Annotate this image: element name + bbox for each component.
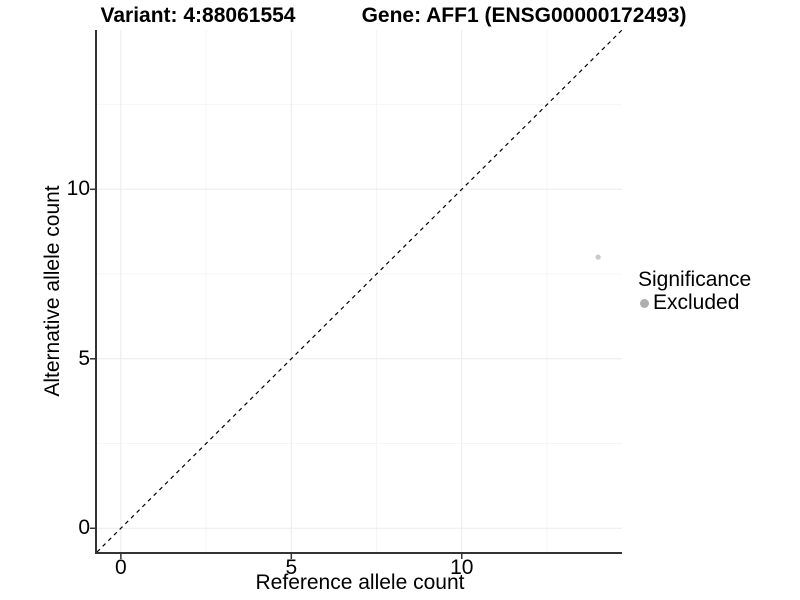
x-tick-label: 0 bbox=[115, 556, 127, 579]
legend-point-icon bbox=[639, 298, 649, 308]
axis-layer bbox=[95, 30, 622, 554]
tick-mark-layer bbox=[90, 188, 463, 559]
legend-key bbox=[636, 295, 652, 311]
minor-gridlines bbox=[97, 30, 622, 552]
x-tick-label: 10 bbox=[450, 556, 474, 579]
y-axis-title: Alternative allele count bbox=[41, 185, 64, 397]
major-gridlines bbox=[97, 30, 622, 552]
gene-title: Gene: AFF1 (ENSG00000172493) bbox=[361, 4, 687, 27]
identity-line bbox=[96, 29, 623, 553]
legend-entry-label: Excluded bbox=[653, 291, 740, 314]
y-tick-label: 10 bbox=[66, 177, 90, 201]
variant-title: Variant: 4:88061554 bbox=[100, 4, 296, 27]
legend: Significance Excluded bbox=[636, 268, 751, 314]
legend-title: Significance bbox=[638, 268, 752, 291]
legend-entry-excluded: Excluded bbox=[636, 291, 751, 314]
x-tick-label: 5 bbox=[285, 556, 298, 579]
x-axis-title: Reference allele count bbox=[255, 571, 465, 594]
data-point bbox=[595, 254, 601, 260]
y-tick-label: 5 bbox=[78, 346, 90, 370]
identity-line-layer bbox=[96, 29, 623, 553]
data-point-layer bbox=[595, 254, 601, 260]
y-tick-label: 0 bbox=[78, 516, 90, 540]
